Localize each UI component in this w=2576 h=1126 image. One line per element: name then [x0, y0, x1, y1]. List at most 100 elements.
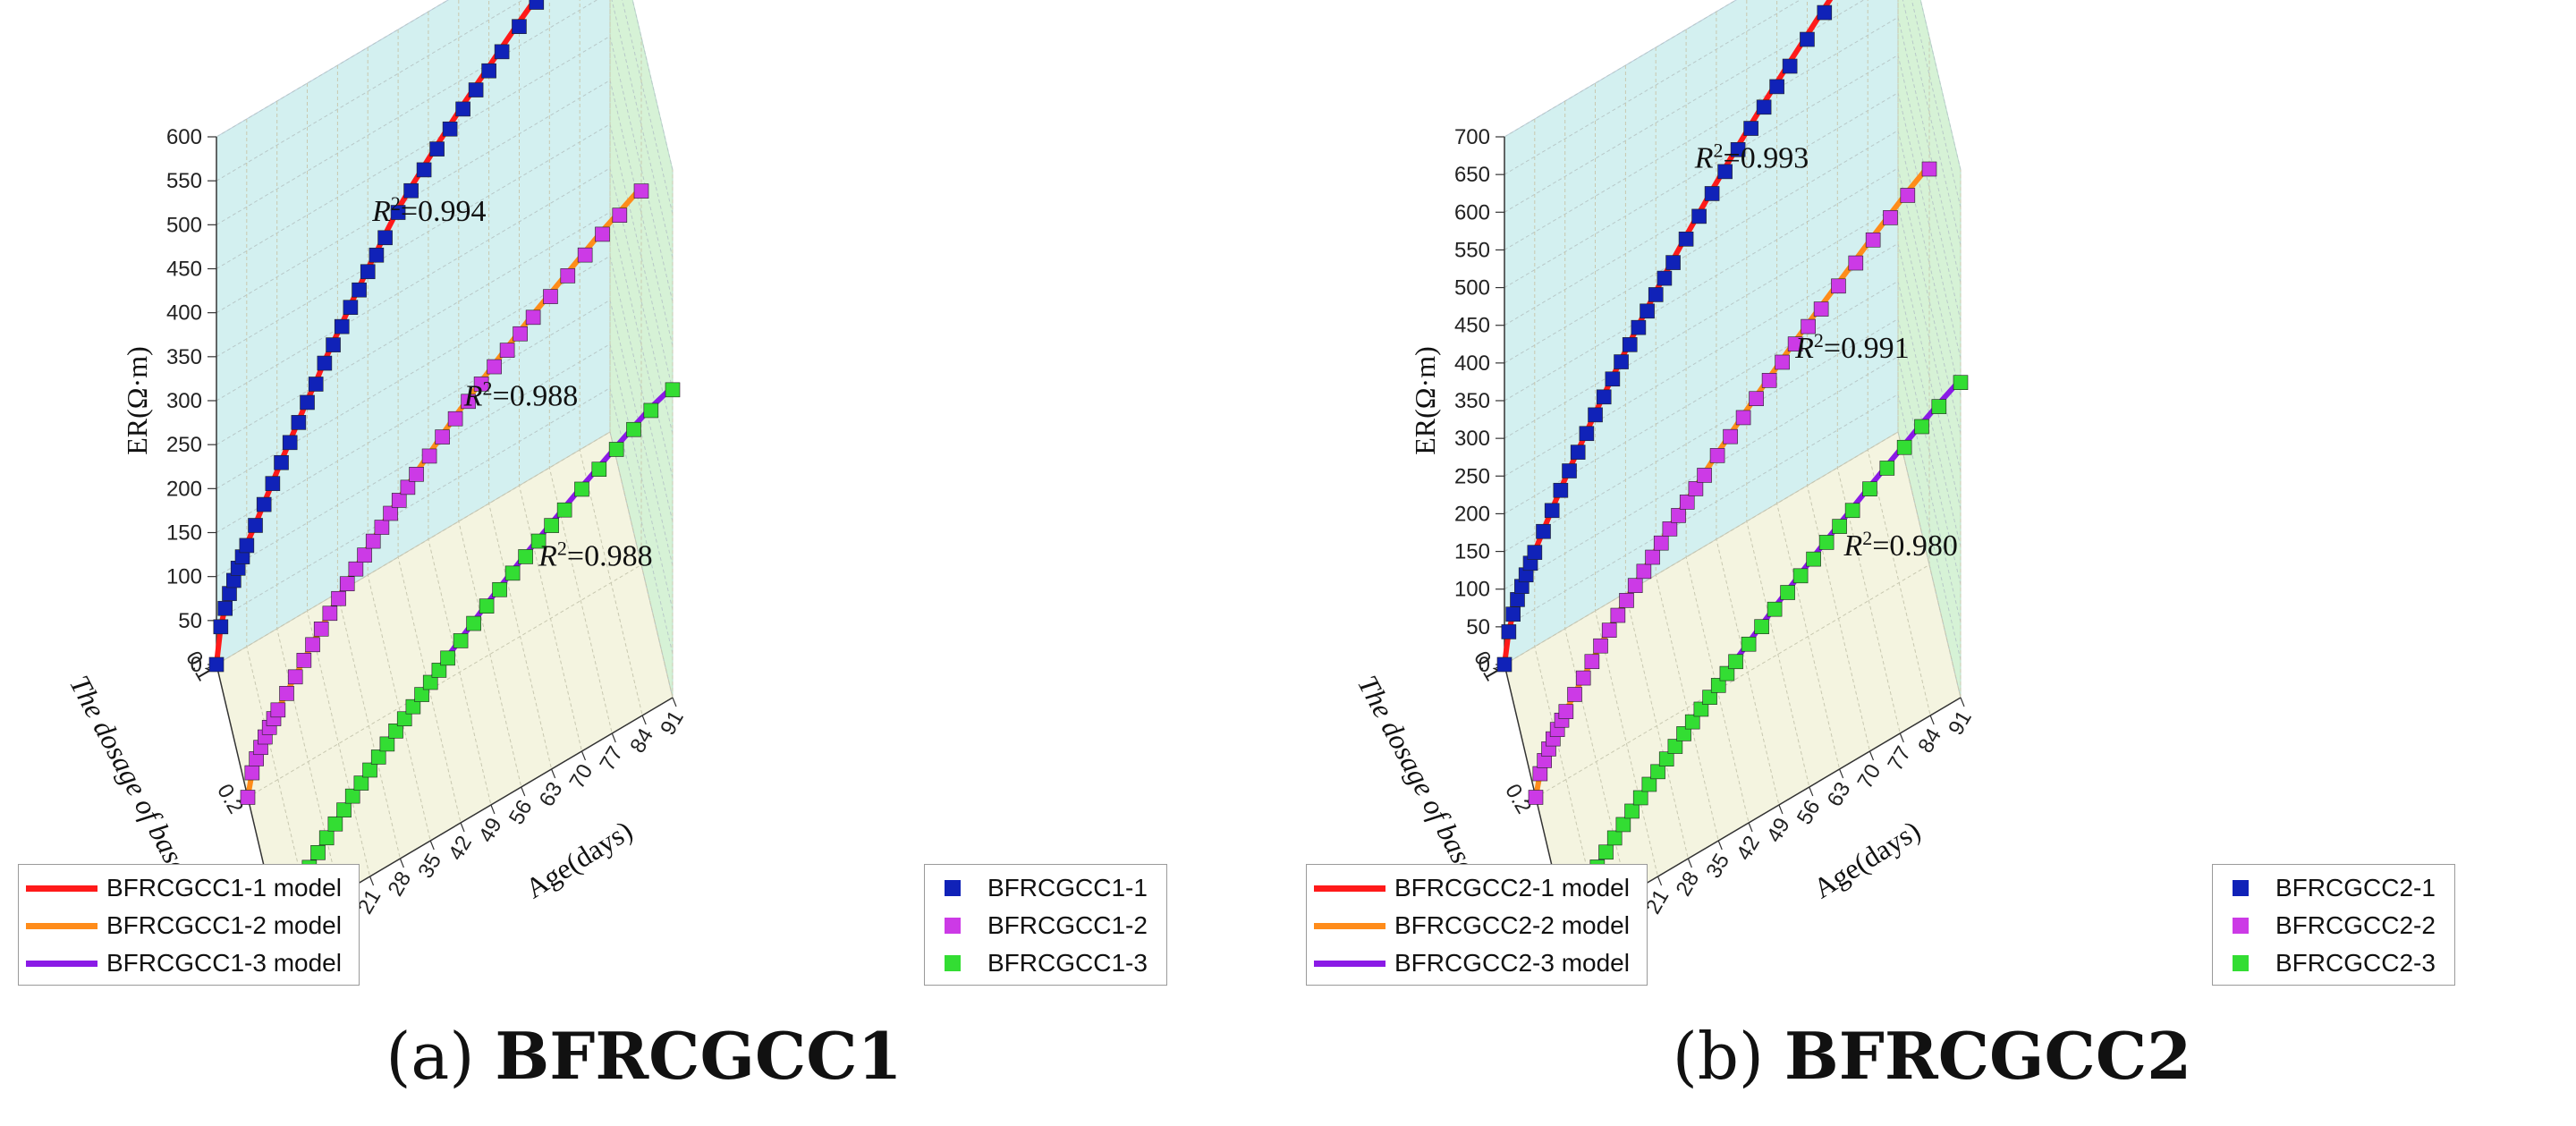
age-tick-label: 35: [1701, 850, 1734, 883]
legend-item-measured-2: BFRCGCC1-2: [925, 908, 1148, 944]
legend-item-model-2: BFRCGCC2-2 model: [1307, 908, 1630, 944]
chart-b-plot: 0 50 100 150 200 250 300 350 400 450 500 550 600 650 7…: [1352, 0, 1977, 987]
data-point-3: [1693, 701, 1709, 717]
age-tick-label: 28: [384, 868, 417, 901]
z-tick-label: 300: [166, 389, 202, 413]
age-tick-mark: [1748, 822, 1753, 833]
data-point-3: [1832, 519, 1847, 534]
z-tick-label: 600: [166, 125, 202, 149]
legend-item-measured-2: BFRCGCC2-2: [2213, 908, 2436, 944]
data-point-2: [400, 479, 416, 495]
z-tick-label: 450: [166, 258, 202, 282]
age-tick-mark: [641, 715, 647, 725]
data-point-3: [1896, 439, 1912, 455]
magenta-square-icon: [945, 918, 961, 934]
data-point-3: [626, 421, 641, 437]
age-tick-mark: [1717, 840, 1723, 851]
age-tick-mark: [1960, 697, 1965, 707]
data-point-3: [1767, 601, 1783, 617]
data-point-2: [543, 289, 558, 304]
legend-item-measured-3: BFRCGCC2-3: [2213, 945, 2436, 981]
data-point-2: [1575, 670, 1591, 686]
data-point-1: [455, 101, 470, 117]
data-point-3: [574, 481, 589, 497]
model-legend-a: BFRCGCC1-1 model BFRCGCC1-2 model BFRCGC…: [18, 864, 360, 986]
z-tick-label: 250: [1454, 464, 1490, 488]
z-tick-label: 550: [166, 169, 202, 193]
data-point-1: [1756, 99, 1772, 115]
data-point-2: [1787, 336, 1803, 351]
z-tick-label: 400: [1454, 351, 1490, 376]
data-point-3: [310, 845, 326, 860]
age-tick-mark: [1929, 715, 1935, 725]
grid-line-z: [1504, 0, 1962, 208]
data-point-1: [317, 355, 333, 371]
z-tick-label: 0: [191, 653, 202, 677]
data-point-3: [1780, 585, 1795, 600]
data-point-1: [274, 454, 289, 470]
data-point-1: [390, 205, 406, 220]
data-point-1: [1657, 270, 1673, 286]
data-point-2: [313, 621, 329, 637]
data-point-2: [447, 411, 463, 427]
data-point-1: [369, 247, 385, 263]
grid-line-age: [1746, 0, 1810, 788]
age-tick-mark: [611, 732, 616, 743]
data-point-1: [239, 538, 255, 554]
data-point-1: [1691, 208, 1707, 224]
chart-panel-b: 0 50 100 150 200 250 300 350 400 450 500 550 600 650 7…: [1288, 0, 2576, 1126]
age-tick-label: 70: [565, 760, 598, 793]
data-point-1: [468, 82, 484, 97]
data-point-3: [1632, 790, 1648, 806]
grid-line-z: [216, 0, 674, 171]
age-tick-label: 42: [444, 832, 477, 865]
age-tick-mark: [1809, 786, 1814, 797]
data-point-2: [1619, 593, 1634, 608]
data-point-1: [300, 394, 315, 411]
chart-a-plot: 0501001502002503003504004505005506000714…: [64, 0, 689, 987]
data-point-2: [1865, 232, 1881, 248]
data-point-1: [377, 230, 393, 246]
data-point-2: [1584, 654, 1600, 670]
data-point-3: [453, 633, 469, 648]
grid-line-z: [216, 0, 674, 258]
data-point-3: [318, 830, 335, 846]
data-point-1: [1501, 624, 1517, 639]
z-tick-label: 200: [1454, 502, 1490, 526]
z-tick-label: 500: [1454, 276, 1490, 301]
z-tick-label: 0: [1479, 653, 1490, 677]
data-point-2: [1883, 210, 1898, 225]
data-point-1: [1605, 371, 1621, 387]
data-point-3: [1606, 830, 1623, 846]
data-point-3: [431, 663, 447, 678]
data-point-2: [1921, 161, 1937, 177]
z-tick-label: 300: [1454, 427, 1490, 451]
data-point-1: [1614, 354, 1629, 369]
magenta-square-icon: [2233, 918, 2249, 934]
data-point-2: [348, 561, 364, 577]
data-point-1: [494, 44, 510, 60]
age-tick-mark: [460, 822, 465, 833]
data-point-3: [591, 461, 607, 478]
z-tick-label: 150: [166, 521, 202, 546]
data-point-1: [1782, 58, 1798, 74]
chart-panel-a: 0501001502002503003504004505005506000714…: [18, 0, 1167, 1094]
data-point-2: [1735, 410, 1751, 426]
data-point-3: [1818, 535, 1835, 550]
data-point-2: [1801, 318, 1816, 334]
z-tick-label: 250: [166, 433, 202, 457]
data-point-2: [577, 247, 593, 263]
age-tick-label: 91: [1944, 707, 1977, 740]
z-tick-label: 100: [1454, 578, 1490, 602]
age-tick-label: 49: [474, 814, 507, 847]
data-point-1: [360, 264, 376, 280]
data-point-3: [544, 518, 559, 533]
age-tick-label: 56: [504, 796, 538, 829]
data-point-3: [492, 581, 507, 597]
data-point-3: [414, 687, 429, 702]
data-point-2: [633, 183, 649, 199]
data-point-3: [1684, 714, 1700, 730]
legend-item-measured-3: BFRCGCC1-3: [925, 945, 1148, 981]
data-point-3: [396, 711, 412, 727]
data-point-1: [1640, 303, 1655, 319]
